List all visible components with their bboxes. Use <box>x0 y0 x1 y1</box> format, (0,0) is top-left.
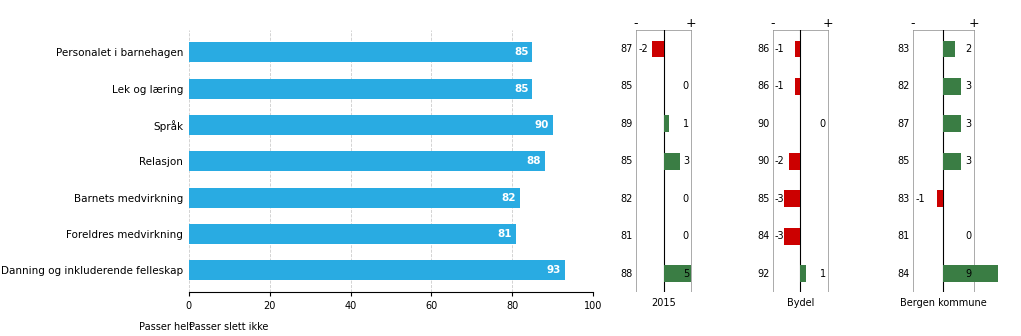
Text: 82: 82 <box>501 193 517 203</box>
Text: 85: 85 <box>758 194 770 204</box>
Text: 92: 92 <box>758 268 770 279</box>
Text: 3: 3 <box>965 156 971 166</box>
Text: 3: 3 <box>965 119 971 129</box>
Text: 86: 86 <box>758 44 770 54</box>
Text: 0: 0 <box>683 194 689 204</box>
Bar <box>784 190 800 207</box>
Bar <box>189 79 533 98</box>
Bar <box>189 187 521 208</box>
Text: 1: 1 <box>683 119 689 129</box>
Text: 2: 2 <box>965 44 971 54</box>
Bar <box>189 260 565 281</box>
Text: 85: 85 <box>514 47 529 57</box>
Text: 0: 0 <box>965 231 971 241</box>
Text: 5: 5 <box>683 268 689 279</box>
Text: 0: 0 <box>820 119 826 129</box>
Bar <box>943 265 998 282</box>
Text: -: - <box>771 17 775 30</box>
Text: -1: -1 <box>775 81 784 91</box>
X-axis label: 2015: 2015 <box>651 298 676 308</box>
Bar <box>189 151 544 171</box>
Text: 85: 85 <box>514 84 529 93</box>
Text: 85: 85 <box>621 81 633 91</box>
Text: 85: 85 <box>897 156 910 166</box>
Text: 86: 86 <box>758 81 770 91</box>
Text: 9: 9 <box>965 268 971 279</box>
Text: 0: 0 <box>683 81 689 91</box>
Bar <box>652 41 664 57</box>
Text: 89: 89 <box>621 119 633 129</box>
Bar <box>937 190 943 207</box>
Bar <box>943 78 962 95</box>
Text: -3: -3 <box>775 231 784 241</box>
Bar <box>794 78 800 95</box>
Bar <box>943 41 956 57</box>
Text: 93: 93 <box>546 265 561 276</box>
Bar <box>943 116 962 132</box>
Text: -2: -2 <box>775 156 784 166</box>
Bar <box>784 228 800 245</box>
Bar <box>189 115 552 135</box>
Text: -1: -1 <box>916 194 925 204</box>
Bar <box>794 41 800 57</box>
Text: 82: 82 <box>621 194 633 204</box>
Text: -1: -1 <box>775 44 784 54</box>
Text: 0: 0 <box>683 231 689 241</box>
Bar <box>189 42 533 62</box>
Text: 87: 87 <box>897 119 910 129</box>
Bar <box>943 153 962 170</box>
Bar <box>664 116 669 132</box>
X-axis label: Bydel: Bydel <box>786 298 814 308</box>
Text: 88: 88 <box>526 156 540 166</box>
Text: 81: 81 <box>621 231 633 241</box>
Text: +: + <box>823 17 833 30</box>
Text: 1: 1 <box>820 268 826 279</box>
Text: 81: 81 <box>498 229 513 239</box>
Text: +: + <box>968 17 979 30</box>
Text: +: + <box>686 17 696 30</box>
X-axis label: Bergen kommune: Bergen kommune <box>900 298 986 308</box>
Text: Passer helt: Passer helt <box>139 323 193 332</box>
Text: -2: -2 <box>638 44 648 54</box>
Text: -3: -3 <box>775 194 784 204</box>
Text: 3: 3 <box>683 156 689 166</box>
Text: 82: 82 <box>897 81 910 91</box>
Text: 83: 83 <box>897 44 910 54</box>
Text: 84: 84 <box>897 268 910 279</box>
Text: 3: 3 <box>965 81 971 91</box>
Text: -: - <box>911 17 915 30</box>
Text: 85: 85 <box>621 156 633 166</box>
Text: 88: 88 <box>621 268 633 279</box>
Text: 83: 83 <box>897 194 910 204</box>
Bar <box>664 153 680 170</box>
Text: 90: 90 <box>758 119 770 129</box>
Text: Passer slett ikke: Passer slett ikke <box>189 323 269 332</box>
Text: 81: 81 <box>897 231 910 241</box>
Text: 84: 84 <box>758 231 770 241</box>
Bar <box>789 153 800 170</box>
Bar <box>664 265 691 282</box>
Text: 87: 87 <box>621 44 633 54</box>
Text: -: - <box>634 17 638 30</box>
Text: 90: 90 <box>534 120 548 130</box>
Text: 90: 90 <box>758 156 770 166</box>
Bar <box>800 265 806 282</box>
Bar <box>189 224 517 244</box>
